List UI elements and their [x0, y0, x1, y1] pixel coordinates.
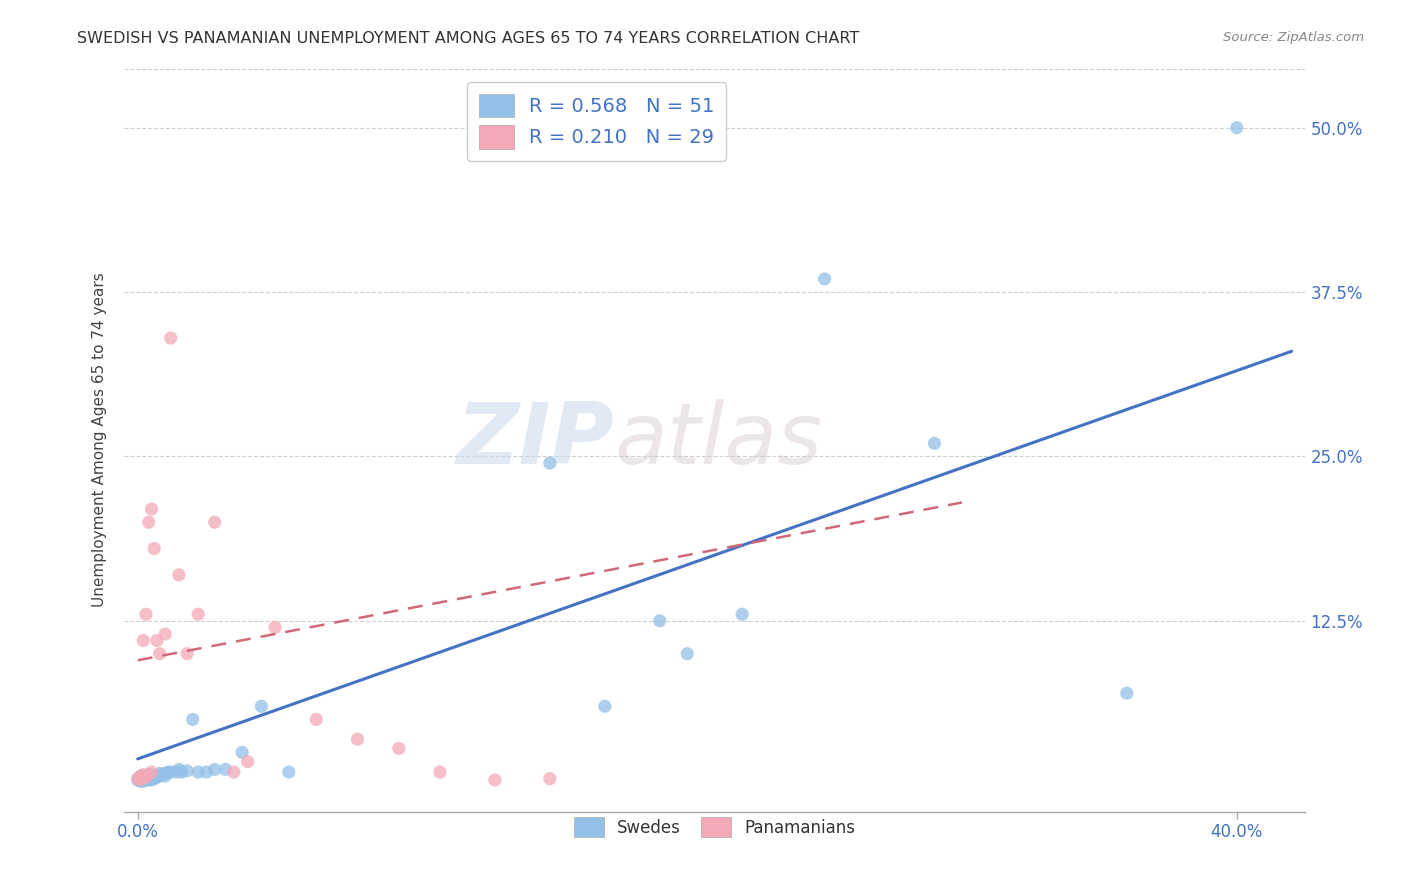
Point [187, 607, 209, 622]
Point [129, 774, 152, 789]
Point [538, 456, 561, 470]
Point [132, 774, 155, 789]
Point [143, 541, 166, 556]
Text: Source: ZipAtlas.com: Source: ZipAtlas.com [1223, 31, 1364, 45]
Point [127, 772, 149, 786]
Text: atlas: atlas [614, 399, 823, 482]
Point [924, 436, 946, 450]
Point [129, 770, 152, 784]
Point [138, 772, 160, 786]
Point [146, 767, 169, 781]
Point [141, 765, 163, 780]
Point [138, 772, 160, 787]
Point [135, 770, 157, 784]
Point [731, 607, 754, 622]
Point [129, 769, 152, 783]
Point [155, 627, 177, 641]
Point [132, 769, 155, 783]
Point [143, 769, 166, 783]
Point [388, 741, 411, 756]
Point [170, 765, 193, 780]
Point [187, 765, 209, 780]
Point [129, 772, 152, 786]
Point [236, 755, 259, 769]
Point [155, 766, 177, 780]
Point [135, 772, 157, 786]
Point [195, 765, 218, 780]
Point [231, 745, 253, 759]
Point [138, 767, 160, 781]
Point [143, 772, 166, 786]
Point [132, 767, 155, 781]
Point [146, 770, 169, 784]
Text: ZIP: ZIP [457, 399, 614, 482]
Point [135, 769, 157, 783]
Point [429, 765, 451, 780]
Point [176, 764, 198, 778]
Point [593, 699, 616, 714]
Point [648, 614, 671, 628]
Point [538, 772, 561, 786]
Point [129, 772, 152, 787]
Point [132, 772, 155, 787]
Point [346, 732, 368, 747]
Point [250, 699, 273, 714]
Point [138, 515, 160, 529]
Point [138, 770, 160, 784]
Point [204, 515, 226, 529]
Point [167, 567, 190, 582]
Point [149, 769, 172, 783]
Text: SWEDISH VS PANAMANIAN UNEMPLOYMENT AMONG AGES 65 TO 74 YEARS CORRELATION CHART: SWEDISH VS PANAMANIAN UNEMPLOYMENT AMONG… [77, 31, 859, 46]
Point [132, 633, 155, 648]
Point [264, 620, 287, 634]
Point [156, 765, 179, 780]
Point [141, 772, 163, 787]
Y-axis label: Unemployment Among Ages 65 to 74 years: Unemployment Among Ages 65 to 74 years [93, 273, 107, 607]
Point [159, 331, 181, 345]
Point [146, 633, 169, 648]
Point [152, 767, 174, 781]
Point [676, 647, 699, 661]
Point [277, 765, 299, 780]
Point [141, 769, 163, 783]
Point [813, 272, 835, 286]
Point [204, 763, 226, 777]
Point [141, 770, 163, 784]
Point [176, 647, 198, 661]
Point [167, 763, 190, 777]
Point [135, 607, 157, 622]
Point [135, 772, 157, 787]
Point [222, 765, 245, 780]
Point [141, 502, 163, 516]
Point [149, 766, 172, 780]
Point [1226, 120, 1249, 135]
Point [165, 765, 187, 780]
Legend: Swedes, Panamanians: Swedes, Panamanians [567, 810, 862, 844]
Point [135, 770, 157, 784]
Point [1115, 686, 1137, 700]
Point [155, 769, 177, 783]
Point [159, 765, 181, 780]
Point [127, 772, 149, 787]
Point [132, 772, 155, 786]
Point [181, 713, 204, 727]
Point [138, 767, 160, 781]
Point [305, 713, 328, 727]
Point [214, 763, 236, 777]
Point [484, 772, 506, 787]
Point [149, 647, 172, 661]
